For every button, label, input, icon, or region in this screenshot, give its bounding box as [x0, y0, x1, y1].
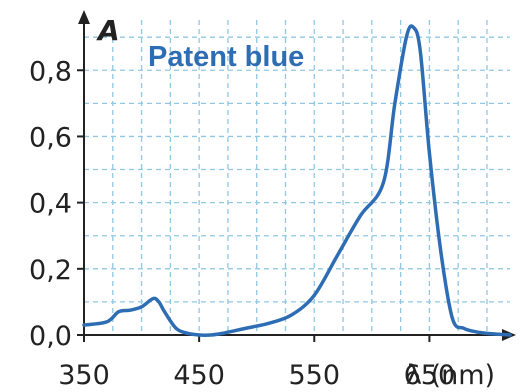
series-label-patent-blue: Patent blue	[148, 41, 304, 73]
y-tick-label: 0,8	[29, 56, 72, 87]
x-axis-label: λ (nm)	[406, 360, 495, 391]
x-tick-label: 550	[288, 360, 340, 391]
y-tick-label: 0,4	[29, 189, 72, 220]
y-tick-label: 0,6	[29, 122, 72, 153]
series-lines	[82, 24, 512, 337]
x-tick-label: 350	[58, 360, 110, 391]
x-tick-label: 650	[404, 360, 456, 391]
y-axis-label: A	[96, 14, 120, 47]
y-tick-label: 0,2	[29, 255, 72, 286]
y-axis-arrow	[78, 10, 90, 24]
y-tick-label: 0,0	[29, 321, 72, 352]
x-tick-label: 450	[173, 360, 225, 391]
tick-labels: 0,0 0,2 0,4 0,6 0,8 350 450 550 650	[29, 56, 455, 391]
series-line-patent-blue	[82, 24, 512, 337]
